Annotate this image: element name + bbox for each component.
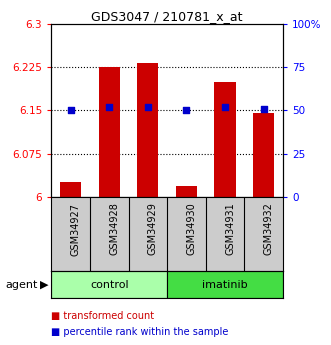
Bar	[137, 63, 159, 197]
Point	[107, 104, 112, 110]
Bar	[99, 67, 120, 197]
Bar	[214, 82, 236, 197]
Point	[68, 108, 73, 113]
Text: GSM34928: GSM34928	[109, 203, 119, 255]
Text: imatinib: imatinib	[202, 280, 248, 289]
Text: agent: agent	[5, 280, 37, 289]
Point	[222, 104, 228, 110]
Text: ▶: ▶	[40, 280, 48, 289]
Text: GSM34930: GSM34930	[186, 203, 197, 255]
Text: GSM34929: GSM34929	[148, 203, 158, 255]
Point	[145, 104, 151, 110]
Text: GSM34927: GSM34927	[71, 203, 81, 256]
Bar	[176, 186, 197, 197]
Text: GSM34932: GSM34932	[264, 203, 274, 255]
Text: GSM34931: GSM34931	[225, 203, 235, 255]
Text: control: control	[90, 280, 128, 289]
Text: ■ transformed count: ■ transformed count	[51, 311, 155, 321]
Text: ■ percentile rank within the sample: ■ percentile rank within the sample	[51, 327, 229, 337]
Point	[261, 106, 266, 111]
Bar	[51, 271, 167, 298]
Bar	[60, 182, 81, 197]
Title: GDS3047 / 210781_x_at: GDS3047 / 210781_x_at	[91, 10, 243, 23]
Bar	[253, 113, 274, 197]
Point	[184, 108, 189, 113]
Bar	[167, 271, 283, 298]
